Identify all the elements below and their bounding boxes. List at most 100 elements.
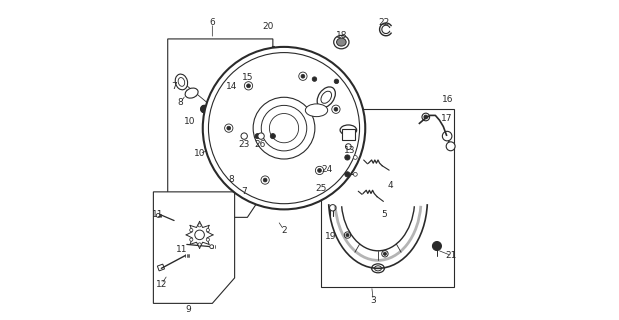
Circle shape <box>334 79 339 84</box>
Ellipse shape <box>374 266 381 271</box>
Circle shape <box>345 144 351 149</box>
Ellipse shape <box>201 106 208 113</box>
Bar <box>157 264 165 271</box>
Bar <box>342 129 355 140</box>
Circle shape <box>189 238 193 241</box>
Text: 7: 7 <box>171 82 177 91</box>
Text: 25: 25 <box>315 184 326 193</box>
Ellipse shape <box>340 125 357 135</box>
Circle shape <box>246 84 251 88</box>
Text: 18: 18 <box>335 31 347 40</box>
Ellipse shape <box>238 152 251 168</box>
Text: 2: 2 <box>281 226 287 235</box>
Circle shape <box>222 133 228 139</box>
Text: 10: 10 <box>194 149 206 158</box>
Circle shape <box>353 156 357 159</box>
Circle shape <box>189 228 193 232</box>
Circle shape <box>433 242 441 251</box>
Circle shape <box>443 131 452 141</box>
Text: 16: 16 <box>443 95 454 104</box>
Circle shape <box>382 251 388 257</box>
Ellipse shape <box>207 111 230 132</box>
Ellipse shape <box>241 156 248 164</box>
Ellipse shape <box>321 91 332 103</box>
Circle shape <box>210 245 214 249</box>
Circle shape <box>201 105 208 113</box>
Polygon shape <box>321 109 454 287</box>
Polygon shape <box>154 192 235 303</box>
Ellipse shape <box>227 141 239 150</box>
Circle shape <box>241 133 248 139</box>
Ellipse shape <box>185 88 198 98</box>
Circle shape <box>424 115 428 119</box>
Text: 12: 12 <box>155 280 167 289</box>
Ellipse shape <box>317 87 335 108</box>
Circle shape <box>312 77 317 81</box>
Circle shape <box>230 90 235 95</box>
Ellipse shape <box>371 264 384 273</box>
Text: 3: 3 <box>370 296 376 305</box>
Circle shape <box>353 172 357 176</box>
Text: 15: 15 <box>241 73 253 82</box>
Ellipse shape <box>305 104 327 116</box>
Circle shape <box>255 133 260 139</box>
Circle shape <box>261 176 269 184</box>
Text: 24: 24 <box>321 165 332 174</box>
Circle shape <box>245 82 253 90</box>
Text: 6: 6 <box>209 19 215 28</box>
Text: 8: 8 <box>178 98 183 107</box>
Circle shape <box>318 169 321 172</box>
Circle shape <box>301 74 305 78</box>
Text: 4: 4 <box>388 181 394 190</box>
Circle shape <box>383 252 386 255</box>
Circle shape <box>345 172 350 177</box>
Text: 20: 20 <box>262 22 274 31</box>
Text: 11: 11 <box>176 245 188 254</box>
Text: 14: 14 <box>226 82 237 91</box>
Ellipse shape <box>235 99 243 106</box>
Circle shape <box>156 213 160 217</box>
Ellipse shape <box>212 116 225 128</box>
Text: 9: 9 <box>186 305 191 314</box>
Circle shape <box>345 155 350 160</box>
Circle shape <box>198 224 201 227</box>
Circle shape <box>271 133 275 139</box>
Text: 17: 17 <box>441 114 452 123</box>
Circle shape <box>206 228 209 232</box>
Circle shape <box>243 81 252 90</box>
Circle shape <box>329 204 336 211</box>
Polygon shape <box>168 39 273 217</box>
Circle shape <box>195 230 204 240</box>
Circle shape <box>227 126 231 130</box>
Circle shape <box>344 232 351 238</box>
Circle shape <box>346 234 349 237</box>
Ellipse shape <box>337 38 346 46</box>
Text: 11: 11 <box>152 210 164 219</box>
Ellipse shape <box>175 74 188 90</box>
Text: 21: 21 <box>446 251 457 260</box>
Text: 26: 26 <box>254 140 266 148</box>
Ellipse shape <box>178 77 184 86</box>
Text: 10: 10 <box>184 117 196 126</box>
Circle shape <box>209 52 360 204</box>
Circle shape <box>203 47 365 209</box>
Text: 23: 23 <box>238 140 250 148</box>
Circle shape <box>258 133 264 139</box>
Text: 13: 13 <box>344 146 355 155</box>
Circle shape <box>334 107 338 111</box>
Circle shape <box>263 178 267 182</box>
Text: 5: 5 <box>381 210 387 219</box>
Circle shape <box>225 124 233 132</box>
Circle shape <box>230 99 237 105</box>
Circle shape <box>198 243 201 246</box>
Text: 19: 19 <box>324 232 336 241</box>
Circle shape <box>332 105 340 113</box>
Circle shape <box>422 113 430 121</box>
Circle shape <box>261 105 307 151</box>
Ellipse shape <box>334 36 349 49</box>
Circle shape <box>299 72 307 80</box>
Circle shape <box>253 97 315 159</box>
Circle shape <box>269 114 298 143</box>
Circle shape <box>206 238 209 241</box>
Text: 8: 8 <box>228 175 235 184</box>
